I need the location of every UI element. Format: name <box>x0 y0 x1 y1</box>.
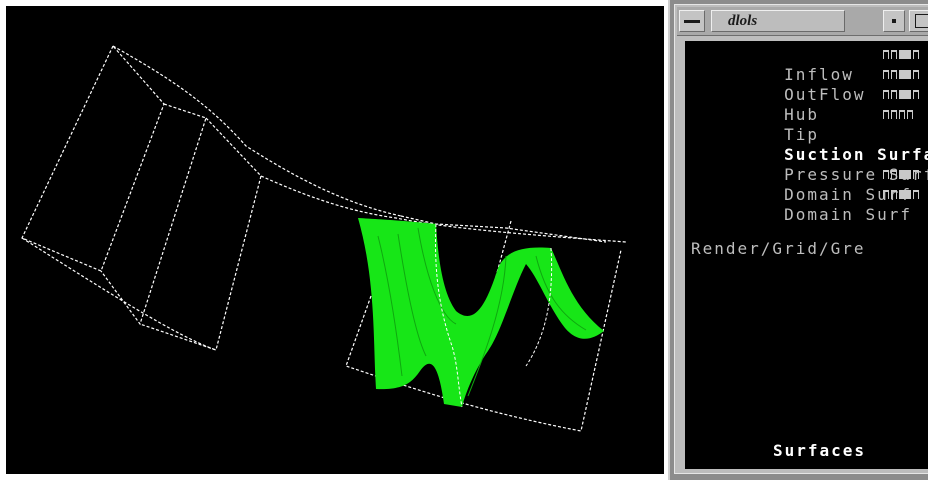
toggle[interactable] <box>883 90 889 99</box>
toggle[interactable] <box>899 50 911 59</box>
surface-row-pressure[interactable]: Pressure Surface <box>691 145 928 184</box>
surface-row-hub[interactable]: Hub <box>691 85 928 124</box>
toggle[interactable] <box>883 70 889 79</box>
toggle[interactable] <box>913 70 919 79</box>
surface-row-domain-2[interactable]: Domain Surf <box>691 185 928 224</box>
toggle[interactable] <box>899 90 911 99</box>
control-panel-window: dlols Inflow OutFlow <box>668 0 928 480</box>
surface-label: Suction Surface <box>784 145 928 164</box>
toggle[interactable] <box>883 170 889 179</box>
surfaces-footer-label: Surfaces <box>773 441 867 460</box>
surface-row-outflow[interactable]: OutFlow <box>691 65 928 104</box>
toggle[interactable] <box>907 110 913 119</box>
menu-bar-icon <box>684 20 700 23</box>
toggle[interactable] <box>913 50 919 59</box>
wire-panel-right <box>139 117 262 351</box>
surface-label: OutFlow <box>784 85 866 104</box>
title-bar[interactable]: dlols <box>677 7 928 36</box>
toggle[interactable] <box>891 190 897 199</box>
surface-row-inflow[interactable]: Inflow <box>691 45 928 84</box>
render-toggles[interactable] <box>883 110 913 120</box>
wire-edge-top <box>112 45 402 217</box>
render-toggles[interactable] <box>883 190 919 200</box>
wire-panel-left <box>21 44 165 272</box>
render-mode-status: Render/Grid/Gre <box>691 239 866 258</box>
surface-row-domain-1[interactable]: Domain Surf <box>691 165 928 204</box>
render-toggles[interactable] <box>883 70 919 80</box>
render-toggles[interactable] <box>883 90 919 100</box>
toggle[interactable] <box>891 110 897 119</box>
toggle[interactable] <box>883 190 889 199</box>
toggle[interactable] <box>899 190 911 199</box>
surface-row-suction[interactable]: Suction Surface <box>691 125 928 164</box>
surface-label: Inflow <box>784 65 854 84</box>
maximize-button[interactable] <box>909 10 928 32</box>
panel-frame: dlols Inflow OutFlow <box>674 4 928 474</box>
render-toggles[interactable] <box>883 170 919 180</box>
wireframe-left-domain <box>21 44 627 351</box>
render-toggles[interactable] <box>883 50 919 60</box>
toggle[interactable] <box>913 90 919 99</box>
3d-viewport[interactable] <box>6 6 664 474</box>
toggle[interactable] <box>899 110 905 119</box>
maximize-icon <box>915 14 928 28</box>
toggle[interactable] <box>913 170 919 179</box>
surface-label: Tip <box>784 125 819 144</box>
minimize-button[interactable] <box>883 10 905 32</box>
wire-edge-bottom <box>21 237 217 351</box>
surface-label: Domain Surf <box>784 185 913 204</box>
minimize-icon <box>892 19 896 23</box>
toggle[interactable] <box>899 70 911 79</box>
wire-panel-mid <box>100 103 207 326</box>
window-menu-button[interactable] <box>679 10 705 32</box>
toggle[interactable] <box>891 170 897 179</box>
surface-label: Domain Surf <box>784 205 913 224</box>
wire-edge-top-far <box>260 175 627 243</box>
surface-label: Hub <box>784 105 819 124</box>
scene-canvas[interactable] <box>6 6 664 474</box>
surface-row-tip[interactable]: Tip <box>691 105 928 144</box>
window-title: dlols <box>711 10 845 32</box>
toggle[interactable] <box>891 70 897 79</box>
toggle[interactable] <box>883 50 889 59</box>
wire-box-top <box>400 215 607 243</box>
toggle[interactable] <box>899 170 911 179</box>
toggle[interactable] <box>891 50 897 59</box>
suction-surface-mesh <box>358 218 604 408</box>
toggle[interactable] <box>891 90 897 99</box>
surface-list-screen: Inflow OutFlow Hub <box>685 41 928 469</box>
toggle[interactable] <box>913 190 919 199</box>
toggle[interactable] <box>883 110 889 119</box>
